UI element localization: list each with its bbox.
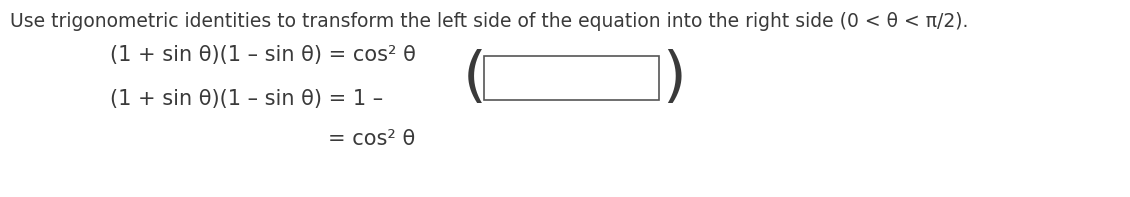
Text: ): ) [662, 48, 686, 108]
Text: (1 + sin θ)(1 – sin θ) = 1 –: (1 + sin θ)(1 – sin θ) = 1 – [110, 89, 383, 109]
Text: (1 + sin θ)(1 – sin θ) = cos² θ: (1 + sin θ)(1 – sin θ) = cos² θ [110, 45, 416, 65]
Text: (: ( [463, 48, 487, 108]
Text: Use trigonometric identities to transform the left side of the equation into the: Use trigonometric identities to transfor… [10, 12, 968, 31]
Bar [484, 56, 659, 100]
Text: = cos² θ: = cos² θ [328, 129, 415, 149]
